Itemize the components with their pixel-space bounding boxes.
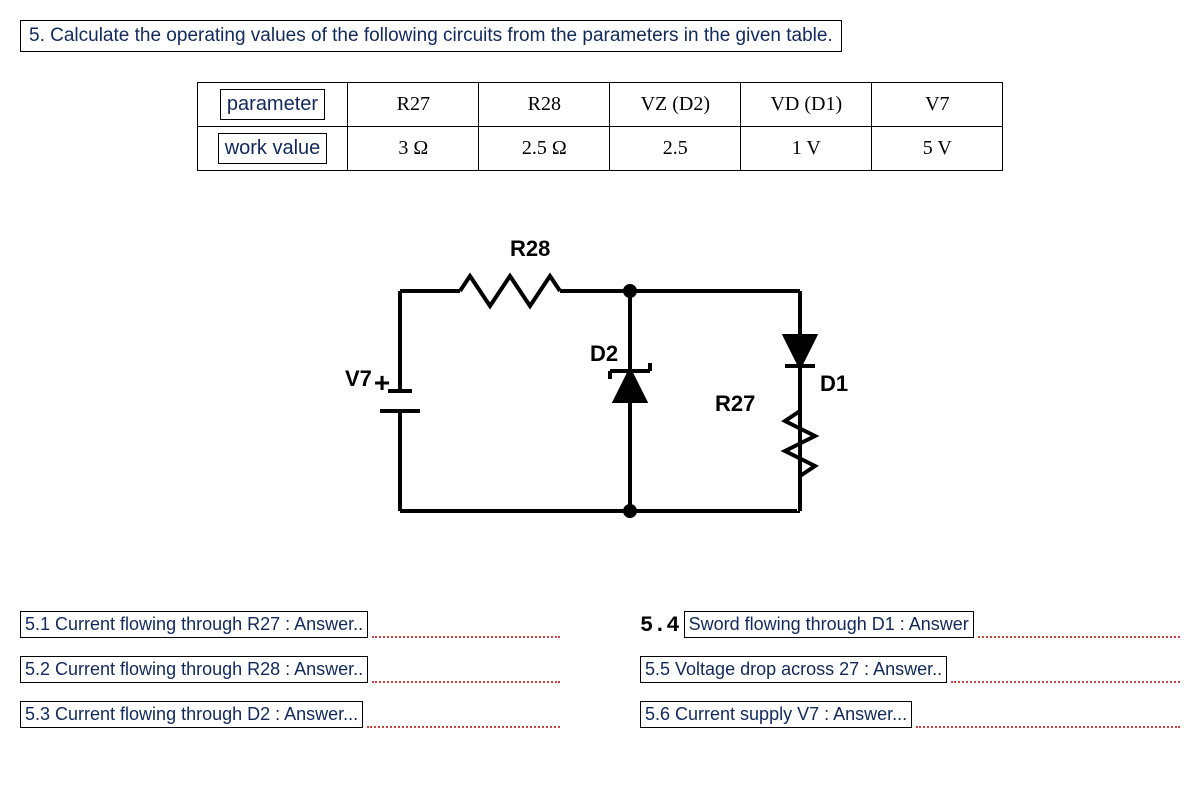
answer-row: 5.4 Sword flowing through D1 : Answer [640,611,1180,638]
answers-right-col: 5.4 Sword flowing through D1 : Answer 5.… [640,611,1180,746]
value-cell: 2.5 Ω [479,127,610,171]
answer-row: 5.5 Voltage drop across 27 : Answer.. [640,656,1180,683]
header-cell: R28 [479,83,610,127]
circuit-diagram: R28 D2 D1 R27 V7+ [20,211,1180,571]
answers-section: 5.1 Current flowing through R27 : Answer… [20,611,1180,746]
answer-prefix: 5.4 [640,613,680,638]
answer-dots [372,663,560,683]
label-v7: V7+ [345,366,390,398]
answer-5-4: Sword flowing through D1 : Answer [684,611,974,638]
value-cell: 3 Ω [348,127,479,171]
circuit-svg: R28 D2 D1 R27 V7+ [340,211,860,571]
answer-dots [951,663,1180,683]
header-cell: R27 [348,83,479,127]
header-cell: V7 [872,83,1003,127]
table-row: parameter R27 R28 VZ (D2) VD (D1) V7 [197,83,1003,127]
parameter-table: parameter R27 R28 VZ (D2) VD (D1) V7 wor… [197,82,1004,171]
header-cell: VZ (D2) [610,83,741,127]
label-r28: R28 [510,236,550,261]
answer-dots [367,708,560,728]
answer-row: 5.1 Current flowing through R27 : Answer… [20,611,560,638]
answer-5-1: 5.1 Current flowing through R27 : Answer… [20,611,368,638]
answer-dots [916,708,1180,728]
value-cell: 1 V [741,127,872,171]
answer-row: 5.3 Current flowing through D2 : Answer.… [20,701,560,728]
label-d1: D1 [820,371,848,396]
header-cell: VD (D1) [741,83,872,127]
table-row: work value 3 Ω 2.5 Ω 2.5 1 V 5 V [197,127,1003,171]
answer-5-3: 5.3 Current flowing through D2 : Answer.… [20,701,363,728]
value-cell: 5 V [872,127,1003,171]
label-r27: R27 [715,391,755,416]
answer-row: 5.6 Current supply V7 : Answer... [640,701,1180,728]
answer-row: 5.2 Current flowing through R28 : Answer… [20,656,560,683]
row1-label: parameter [220,89,325,120]
label-d2: D2 [590,341,618,366]
answer-5-2: 5.2 Current flowing through R28 : Answer… [20,656,368,683]
answer-dots [372,618,560,638]
answers-left-col: 5.1 Current flowing through R27 : Answer… [20,611,560,746]
answer-dots [978,618,1180,638]
question-box: 5. Calculate the operating values of the… [20,20,842,52]
value-cell: 2.5 [610,127,741,171]
question-text: 5. Calculate the operating values of the… [29,25,833,46]
answer-5-6: 5.6 Current supply V7 : Answer... [640,701,912,728]
row2-label: work value [218,133,328,164]
answer-5-5: 5.5 Voltage drop across 27 : Answer.. [640,656,947,683]
